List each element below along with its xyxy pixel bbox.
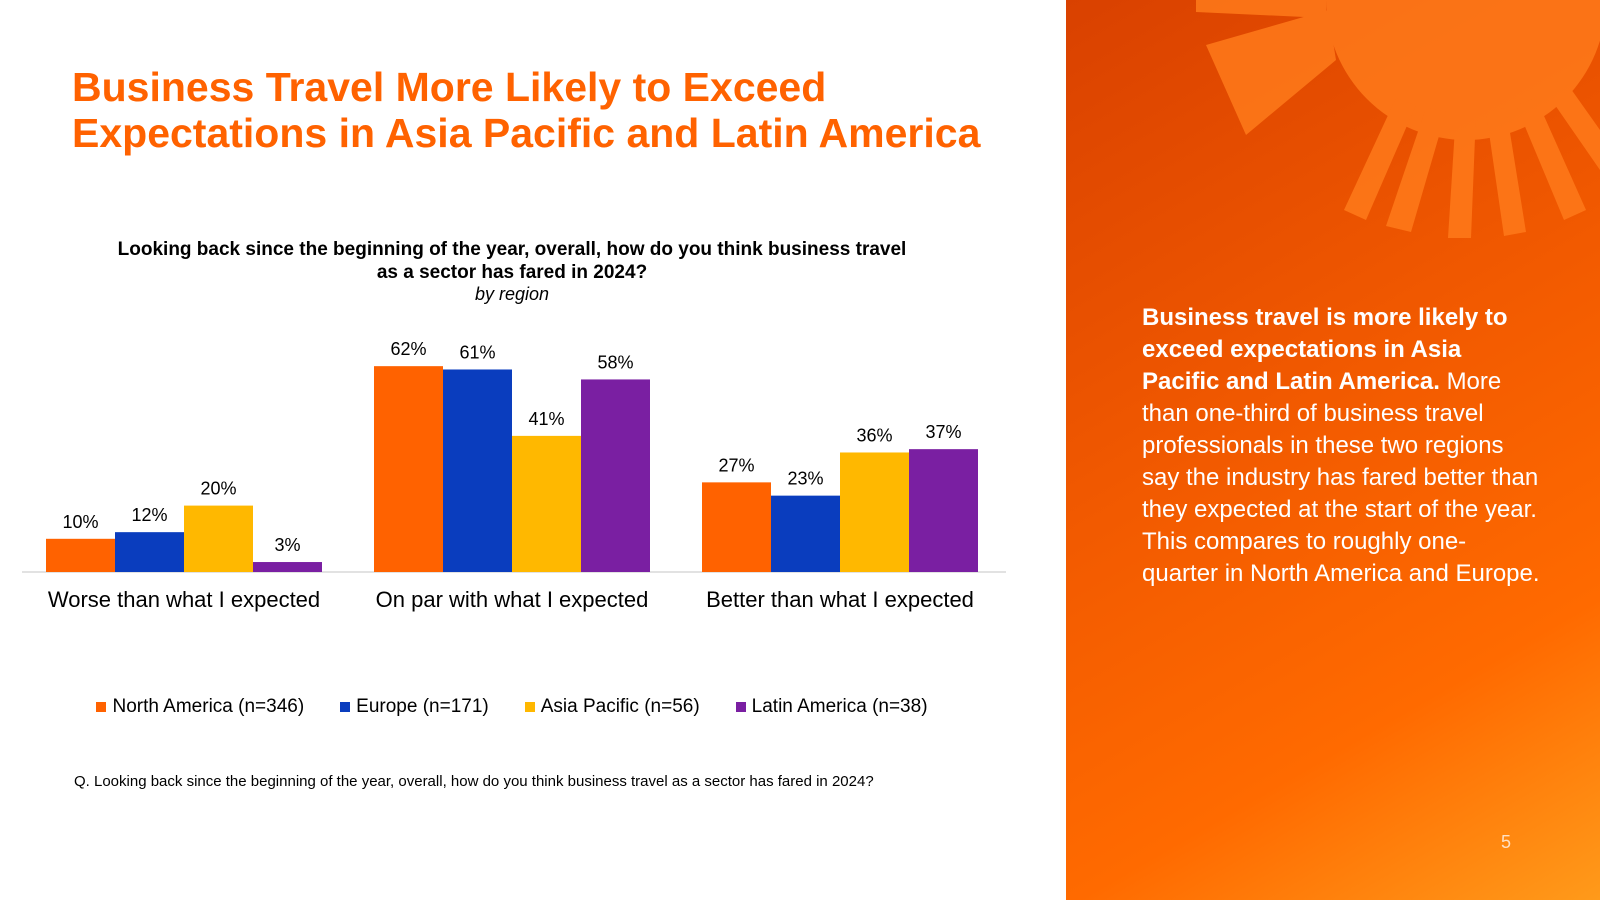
data-label: 61% bbox=[459, 342, 495, 362]
data-label: 23% bbox=[787, 469, 823, 489]
survey-question-footnote: Q. Looking back since the beginning of t… bbox=[74, 773, 874, 790]
bar-chart: 10% 62% 27% 12% 61% 23% 20% 41% 36% 3% 58% 37% Worse… bbox=[22, 339, 1006, 612]
bar-europe-2 bbox=[771, 495, 840, 572]
legend-label-latin-america: Latin America (n=38) bbox=[751, 696, 928, 717]
data-label: 27% bbox=[718, 455, 754, 475]
bar-latin-america-0 bbox=[253, 562, 322, 572]
legend-swatch-asia-pacific bbox=[524, 702, 535, 712]
key-finding-body: More than one-third of business travel p… bbox=[1142, 368, 1540, 587]
legend-swatch-latin-america bbox=[735, 702, 746, 712]
data-label: 58% bbox=[597, 352, 633, 372]
slide-title: Business Travel More Likely to Exceed Ex… bbox=[72, 64, 981, 156]
category-label: Better than what I expected bbox=[706, 587, 974, 612]
data-label: 37% bbox=[925, 422, 961, 442]
bar-latin-america-2 bbox=[909, 449, 978, 572]
legend-item-north-america: North America (n=346) bbox=[96, 696, 304, 718]
bar-north-america-2 bbox=[702, 482, 771, 572]
data-label: 62% bbox=[390, 339, 426, 359]
data-label: 10% bbox=[62, 512, 98, 532]
bar-europe-1 bbox=[443, 369, 512, 572]
data-label: 20% bbox=[200, 479, 236, 499]
data-label: 3% bbox=[274, 535, 300, 555]
key-finding-text: Business travel is more likely to exceed… bbox=[1142, 302, 1542, 590]
chart-subtitle: by region bbox=[474, 284, 550, 304]
legend-label-north-america: North America (n=346) bbox=[112, 696, 305, 717]
key-finding-headline: Business travel is more likely to exceed… bbox=[1142, 304, 1508, 395]
data-label: 12% bbox=[131, 505, 167, 525]
sun-rays-graphic bbox=[1196, 0, 1600, 238]
bar-north-america-0 bbox=[46, 538, 115, 572]
legend-swatch-north-america bbox=[96, 702, 107, 712]
bar-asia-pacific-1 bbox=[512, 435, 581, 572]
legend-label-asia-pacific: Asia Pacific (n=56) bbox=[540, 696, 700, 717]
legend-item-latin-america: Latin America (n=38) bbox=[735, 696, 928, 718]
category-label: Worse than what I expected bbox=[48, 587, 320, 612]
legend-swatch-europe bbox=[340, 702, 351, 712]
bar-europe-0 bbox=[115, 532, 184, 572]
legend-item-europe: Europe (n=171) bbox=[340, 696, 489, 718]
chart-legend: North America (n=346) Europe (n=171) Asi… bbox=[0, 696, 1024, 718]
chart-title: Looking back since the beginning of the … bbox=[117, 239, 907, 283]
category-label: On par with what I expected bbox=[376, 587, 649, 612]
bar-asia-pacific-2 bbox=[840, 452, 909, 572]
bar-north-america-1 bbox=[374, 366, 443, 572]
legend-label-europe: Europe (n=171) bbox=[356, 696, 489, 717]
legend-item-asia-pacific: Asia Pacific (n=56) bbox=[524, 696, 700, 718]
side-panel: Business travel is more likely to exceed… bbox=[1066, 0, 1600, 900]
data-label: 41% bbox=[528, 409, 564, 429]
bar-asia-pacific-0 bbox=[184, 505, 253, 572]
data-label: 36% bbox=[856, 425, 892, 445]
page-number: 5 bbox=[1501, 832, 1512, 852]
bar-latin-america-1 bbox=[581, 379, 650, 572]
